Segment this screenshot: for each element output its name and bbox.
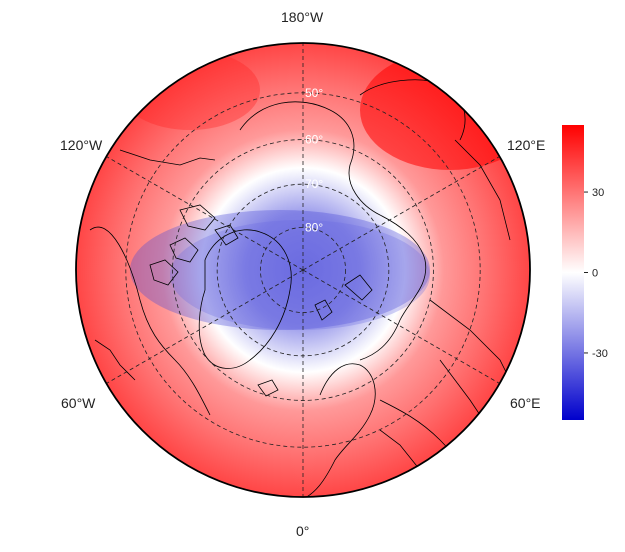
- colorbar-bar: [562, 125, 584, 420]
- north-america-coast: [89, 226, 211, 416]
- coastlines: [89, 79, 516, 497]
- europe-boundary: [379, 429, 421, 471]
- lon-label-upper-right: 120°E: [507, 137, 546, 153]
- lat-label-70: 70°: [305, 177, 323, 191]
- lat-label-50: 50°: [305, 86, 323, 100]
- scandinavia-coast: [299, 363, 376, 497]
- lon-label-upper-left: 120°W: [60, 137, 103, 153]
- svalbard-coast: [314, 299, 333, 321]
- graticule: [106, 43, 500, 497]
- lat-label-60: 60°: [305, 133, 323, 147]
- negative-anomaly-core: [170, 220, 430, 330]
- lon-label-bottom: 0°: [296, 523, 310, 539]
- colorbar: 30 0 -30: [562, 125, 608, 420]
- lat-circle-60: [172, 139, 434, 401]
- greenland-coast: [198, 229, 292, 369]
- colorbar-tick-label-0: 0: [592, 268, 598, 280]
- siberia-coast: [239, 101, 427, 361]
- colorbar-tick-label-30: 30: [592, 187, 604, 199]
- colorbar-ticks: 30 0 -30: [584, 187, 608, 360]
- positive-anomaly-pacific: [120, 50, 260, 130]
- negative-anomaly-lobe: [130, 210, 430, 330]
- kamchatka-coast: [454, 139, 511, 241]
- map-boundary-circle: [75, 42, 531, 498]
- meridian-300: [302, 269, 500, 384]
- alaska-coast: [119, 149, 216, 166]
- latitude-labels: 50° 60° 70° 80°: [305, 86, 323, 235]
- novaya-zemlya-coast: [344, 274, 373, 301]
- colorbar-tick-label--30: -30: [592, 348, 608, 360]
- map-disk: 50° 60° 70° 80°: [76, 43, 530, 497]
- meridian-120: [106, 156, 304, 271]
- lon-label-lower-right: 60°E: [510, 395, 541, 411]
- lon-label-lower-left: 60°W: [61, 395, 96, 411]
- lon-label-top: 180°W: [281, 9, 324, 25]
- meridian-240: [302, 156, 500, 271]
- hudson-coast: [94, 339, 136, 381]
- iceland-coast: [257, 379, 279, 397]
- meridian-60: [106, 269, 304, 384]
- lat-label-80: 80°: [305, 220, 323, 234]
